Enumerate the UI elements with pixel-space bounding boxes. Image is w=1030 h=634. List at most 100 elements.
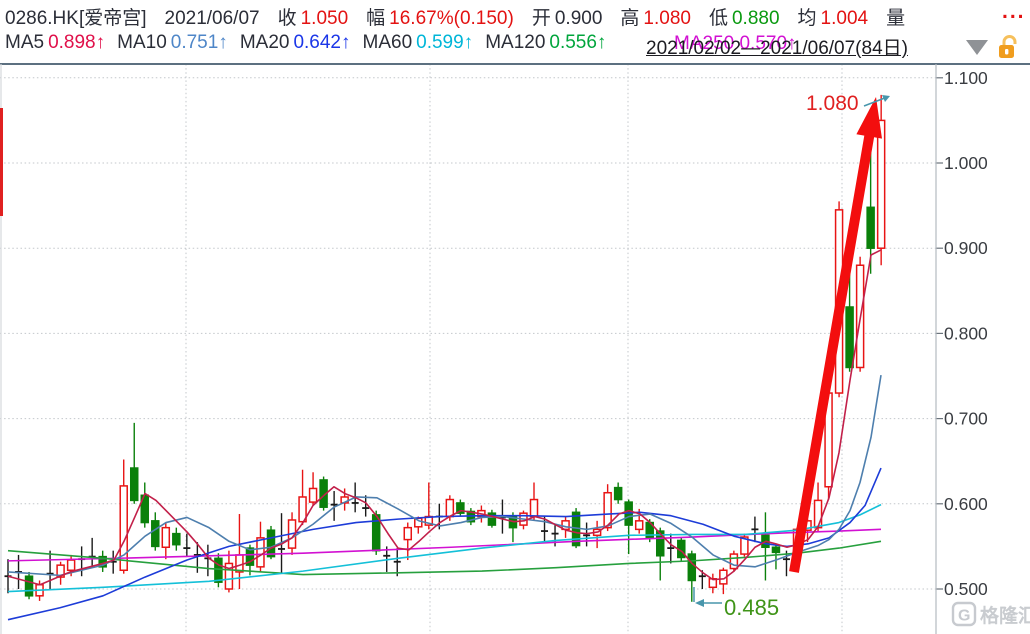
- field-value: 0.898↑: [48, 32, 106, 53]
- candle-body: [613, 486, 623, 501]
- y-axis-label: 0.700: [944, 409, 988, 429]
- quote-field: MA20 0.642↑: [240, 32, 351, 54]
- unlock-icon[interactable]: [996, 34, 1022, 65]
- candle-body: [866, 206, 875, 249]
- field-value: 1.050: [300, 8, 349, 29]
- field-value: 0.599↑: [416, 32, 474, 53]
- field-value: 0.642↑: [293, 32, 351, 53]
- field-value: 0.900: [554, 8, 603, 29]
- chevron-down-icon[interactable]: [966, 40, 988, 55]
- watermark-text: 格隆汇: [980, 604, 1030, 627]
- field-label: MA60: [362, 32, 413, 53]
- candle-body: [845, 306, 854, 369]
- candle-body: [876, 119, 886, 249]
- candle-body: [308, 487, 318, 503]
- quote-field: MA10 0.751↑: [117, 32, 228, 54]
- candle-body: [245, 547, 255, 566]
- field-label: 收: [277, 8, 297, 29]
- annotations: 1.080 0.485: [693, 92, 890, 620]
- grid-lines: 1.100 1.000 0.900 0.800 0.700 0.600 0.500: [0, 64, 988, 634]
- watermark-logo: G 格隆汇: [951, 601, 1030, 627]
- quote-field: 量: [886, 3, 905, 30]
- candle-body: [172, 532, 181, 546]
- ma-line-ma10: [7, 375, 882, 577]
- chart-frame: [0, 63, 1030, 634]
- surge-arrow: [789, 97, 882, 573]
- candle-body: [729, 553, 739, 570]
- svg-text:G: G: [958, 608, 970, 625]
- field-label: MA5: [5, 32, 45, 53]
- candle-body: [214, 557, 223, 583]
- date-range-link[interactable]: 2021/02/02—2021/06/07(84日): [646, 38, 908, 59]
- quote-field: 收 1.050: [278, 3, 349, 30]
- candle-body: [445, 498, 455, 518]
- ma-line-ma5: [7, 249, 882, 586]
- candle-body: [603, 491, 612, 529]
- y-axis-label: 0.600: [944, 494, 988, 514]
- candle-body: [655, 530, 665, 557]
- field-label: 2021/06/07: [164, 8, 260, 29]
- quote-field: 均 1.004: [798, 3, 869, 30]
- candle-body: [56, 564, 65, 578]
- candle-body: [740, 536, 749, 555]
- y-axis-label: 1.000: [944, 153, 988, 173]
- quote-field: 开 0.900: [532, 3, 603, 30]
- ma-line-ma20: [7, 467, 882, 621]
- field-label: 高: [620, 8, 640, 29]
- quote-field: MA60 0.599↑: [363, 32, 474, 54]
- y-axis-label: 0.500: [944, 579, 988, 599]
- header-row-quote: 0286.HK[爱帝宫] 2021/06/07 收 1.050 幅 16.67%(0.15…: [5, 3, 905, 30]
- low-price-callout: 0.485: [724, 595, 779, 620]
- field-label: MA10: [117, 32, 167, 53]
- field-value: 1.004: [820, 8, 869, 29]
- field-value: 0.751↑: [170, 32, 228, 53]
- quote-field: MA120 0.556↑: [485, 32, 606, 54]
- header-row-ma: MA5 0.898↑ MA10 0.751↑ MA20 0.642↑ MA60 0.599↑ M…: [5, 32, 606, 54]
- ma-line-ma60: [7, 503, 882, 593]
- more-menu-icon[interactable]: ...: [1002, 0, 1026, 23]
- quote-field: 低 0.880: [709, 3, 780, 30]
- candle-body: [813, 499, 823, 529]
- candle-body: [119, 485, 128, 572]
- field-label: 均: [797, 8, 817, 29]
- quote-field: 高 1.080: [620, 3, 691, 30]
- quote-field: MA5 0.898↑: [5, 32, 105, 54]
- candle-body: [456, 502, 465, 514]
- field-value: 0.556↑: [549, 32, 607, 53]
- field-label: 开: [531, 8, 551, 29]
- left-edge-marker: [0, 108, 3, 216]
- y-axis-label: 1.100: [944, 68, 988, 88]
- y-axis-label: 0.800: [944, 323, 988, 343]
- field-label: 幅: [366, 8, 386, 29]
- field-value: 16.67%(0.150): [389, 8, 514, 29]
- candle-body: [266, 529, 276, 558]
- quote-field: 2021/06/07: [165, 8, 260, 30]
- field-label: 0286.HK[爱帝宫]: [5, 8, 147, 29]
- candle-body: [529, 498, 539, 518]
- candle-body: [298, 496, 307, 523]
- quote-field: 幅 16.67%(0.150): [366, 3, 514, 30]
- candle-body: [771, 546, 781, 554]
- ma250-legend: MA250 0.570↑: [674, 33, 797, 54]
- field-value: 1.080: [643, 8, 691, 29]
- candle-body: [129, 467, 139, 502]
- field-label: 量: [886, 8, 906, 29]
- candle-body: [24, 575, 34, 597]
- high-price-callout: 1.080: [806, 92, 859, 115]
- candle-body: [687, 553, 697, 582]
- candle-body: [256, 537, 265, 568]
- candle-body: [235, 554, 244, 573]
- field-label: 低: [708, 8, 728, 29]
- candle-body: [161, 526, 171, 549]
- candle-body: [634, 520, 644, 531]
- high-callout-arrow-icon: [863, 96, 887, 107]
- field-label: MA120: [485, 32, 546, 53]
- field-value: 0.880: [731, 8, 780, 29]
- candle-body: [151, 520, 160, 548]
- candle-body: [66, 559, 76, 572]
- quote-field: 0286.HK[爱帝宫]: [5, 3, 147, 30]
- candle-body: [403, 526, 413, 541]
- field-label: MA20: [239, 32, 290, 53]
